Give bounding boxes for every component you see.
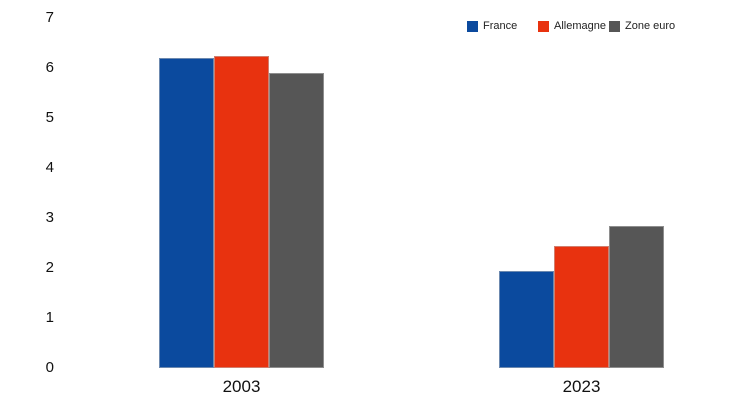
y-axis-tick-label: 4: [45, 159, 54, 176]
bar-allemagne-2003: [214, 55, 269, 368]
y-axis-tick-label: 7: [45, 9, 54, 26]
legend-item-allemagne: Allemagne: [538, 20, 609, 33]
legend-item-france: France: [467, 20, 538, 33]
x-axis-category-label: 2023: [562, 377, 601, 396]
bar-zone-euro-2003: [269, 73, 324, 368]
x-axis-category-label: 2003: [222, 377, 261, 396]
legend-swatch-allemagne: [538, 21, 549, 32]
y-axis-tick-label: 1: [45, 309, 54, 326]
y-axis: 0 1 2 3 4 5 6 7: [0, 0, 54, 410]
legend-label: France: [483, 20, 518, 32]
y-axis-tick-label: 2: [45, 259, 54, 276]
legend-label: Zone euro: [625, 20, 676, 32]
bar-zone-euro-2023: [609, 225, 664, 368]
y-axis-tick-label: 3: [45, 209, 54, 226]
y-axis-tick-label: 0: [45, 359, 54, 376]
legend-label: Allemagne: [554, 20, 606, 32]
y-axis-tick-label: 5: [45, 109, 54, 126]
bar-france-2023: [499, 270, 554, 368]
legend-item-zone-euro: Zone euro: [609, 20, 680, 33]
legend-swatch-france: [467, 21, 478, 32]
y-axis-tick-label: 6: [45, 59, 54, 76]
legend-swatch-zone-euro: [609, 21, 620, 32]
bar-allemagne-2023: [554, 245, 609, 368]
bar-france-2003: [159, 58, 214, 368]
legend: France Allemagne Zone euro: [467, 20, 680, 33]
